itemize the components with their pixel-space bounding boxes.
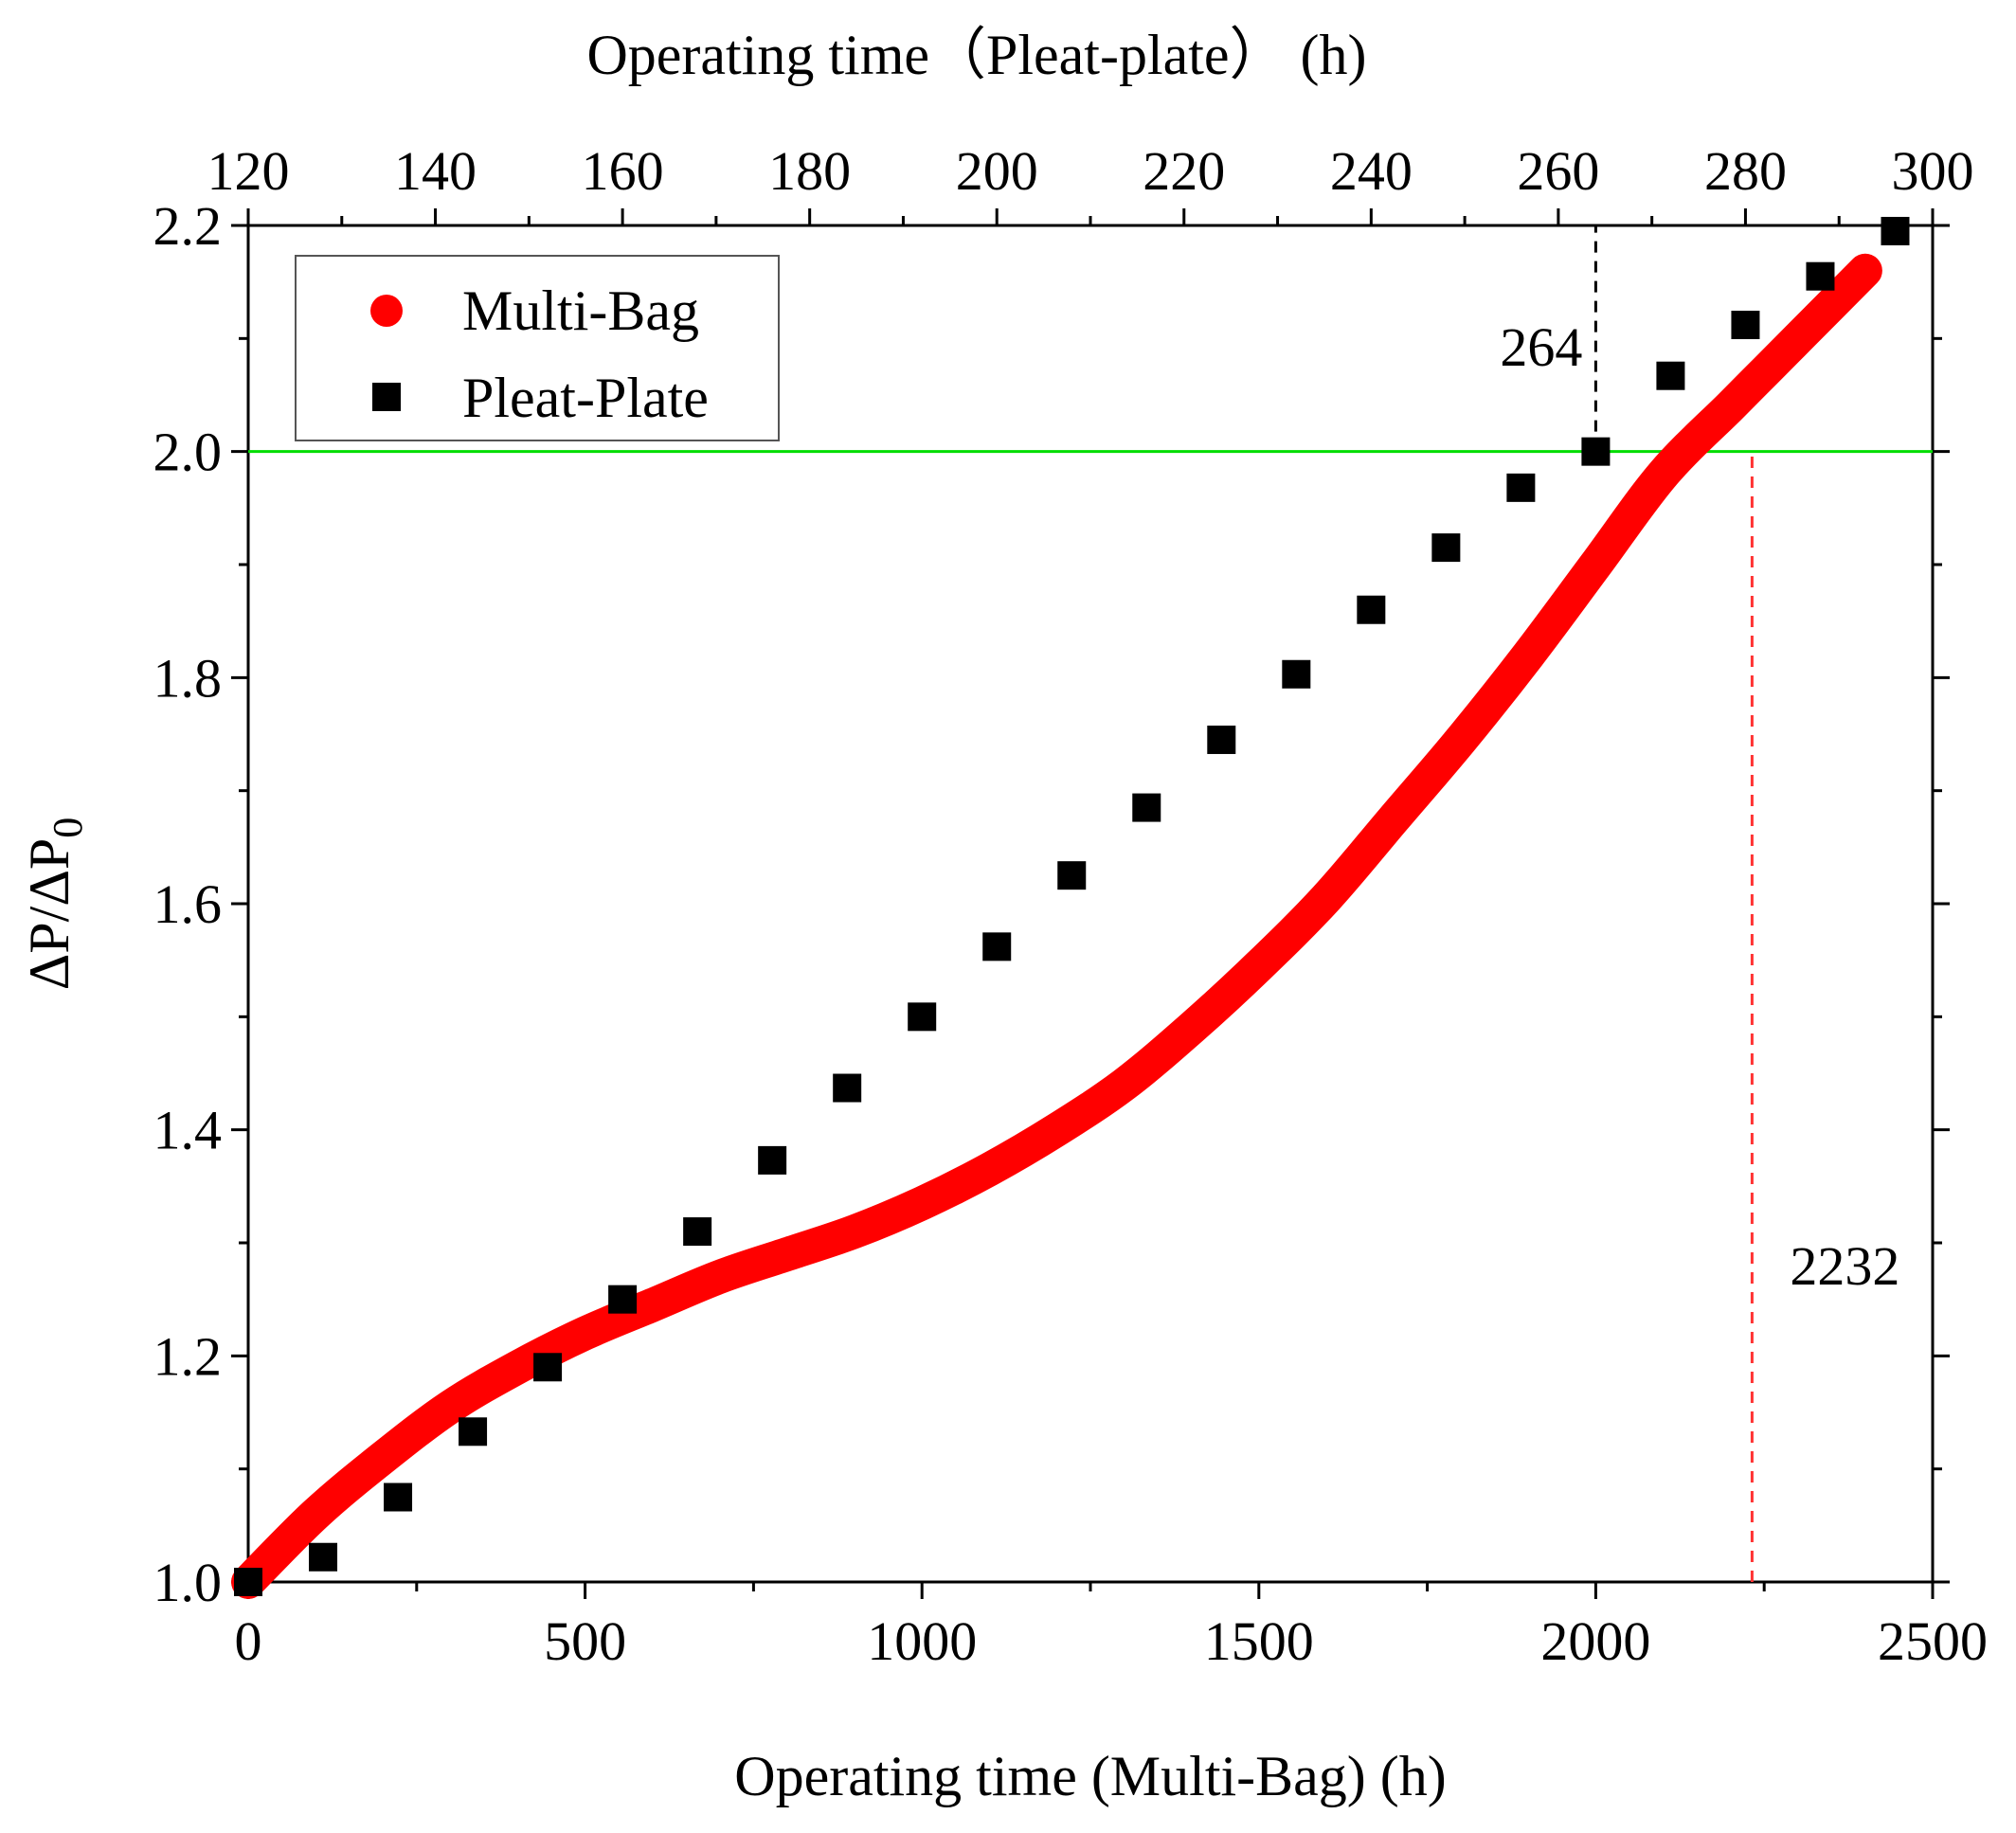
y-tick-label: 2.0 <box>153 422 223 483</box>
annotation-2232: 2232 <box>1790 1235 1899 1297</box>
x-axis-top-title: Operating time（Pleat-plate） (h) <box>586 24 1366 86</box>
y-tick-label: 1.4 <box>153 1100 223 1161</box>
y-tick-label: 1.0 <box>153 1552 223 1613</box>
pleat-plate-point <box>758 1145 787 1175</box>
legend: Multi-Bag Pleat-Plate <box>295 255 780 441</box>
x-top-tick-label: 220 <box>1143 140 1225 202</box>
y-axis-title-subscript: 0 <box>45 818 91 838</box>
pleat-plate-point <box>1357 595 1386 624</box>
x-top-tick-label: 300 <box>1892 140 1974 202</box>
x-top-tick-label: 200 <box>956 140 1038 202</box>
pleat-plate-point <box>1132 793 1161 822</box>
x-bottom-tick-label: 1500 <box>1204 1610 1314 1672</box>
pleat-plate-point <box>1656 361 1685 390</box>
pleat-plate-point <box>1806 261 1835 291</box>
x-top-tick-label: 120 <box>207 140 290 202</box>
x-bottom-tick-label: 2000 <box>1540 1610 1650 1672</box>
y-axis-title-main: ΔP/ΔP <box>18 838 81 991</box>
x-top-tick-label: 160 <box>582 140 664 202</box>
pleat-plate-point <box>1506 473 1536 502</box>
y-tick-label: 1.6 <box>153 873 223 935</box>
pleat-plate-point <box>1207 725 1236 754</box>
pleat-plate-point <box>533 1353 563 1382</box>
pleat-plate-point <box>384 1483 413 1512</box>
x-top-tick-label: 140 <box>394 140 477 202</box>
pleat-plate-point <box>234 1568 262 1596</box>
x-top-tick-label: 240 <box>1330 140 1413 202</box>
reference-lines <box>248 225 1933 1582</box>
x-top-tick-label: 280 <box>1704 140 1787 202</box>
pleat-plate-point <box>309 1542 338 1572</box>
x-bottom-tick-label: 0 <box>235 1610 262 1672</box>
y-tick-label: 1.8 <box>153 647 223 709</box>
x-axis-top-ticks: 120 140 160 180 200 220 240 260 280 300 <box>207 140 1974 225</box>
legend-label-pleat-plate: Pleat-Plate <box>462 367 709 429</box>
pleat-plate-point <box>1581 437 1611 466</box>
pleat-plate-point <box>608 1285 638 1314</box>
y-axis-ticks: 1.0 1.2 1.4 1.6 1.8 2.0 2.2 <box>153 195 1950 1613</box>
x-bottom-tick-label: 1000 <box>867 1610 977 1672</box>
pleat-plate-point <box>1881 216 1910 245</box>
x-bottom-tick-label: 2500 <box>1878 1610 1988 1672</box>
pleat-plate-point <box>982 932 1012 961</box>
legend-label-multi-bag: Multi-Bag <box>462 279 699 342</box>
pleat-plate-point <box>683 1217 712 1247</box>
pleat-plate-point <box>459 1417 488 1447</box>
pleat-plate-point <box>908 1002 937 1032</box>
legend-marker-pleat-plate <box>372 383 401 411</box>
y-axis-title: ΔP/ΔP0 <box>18 818 91 991</box>
pleat-plate-point <box>1282 659 1311 689</box>
x-top-tick-label: 180 <box>768 140 851 202</box>
x-axis-bottom-title: Operating time (Multi-Bag) (h) <box>734 1745 1446 1807</box>
series-pleat-plate <box>234 216 1910 1596</box>
x-bottom-tick-label: 500 <box>544 1610 626 1672</box>
legend-marker-multi-bag <box>370 295 403 327</box>
x-top-tick-label: 260 <box>1517 140 1599 202</box>
x-axis-bottom-ticks: 0 500 1000 1500 2000 2500 <box>235 1582 1988 1672</box>
multi-bag-curve <box>231 253 1882 1599</box>
y-tick-label: 2.2 <box>153 195 223 257</box>
annotation-264: 264 <box>1500 316 1582 378</box>
y-tick-label: 1.2 <box>153 1325 223 1387</box>
series-multi-bag <box>231 253 1882 1599</box>
pleat-plate-point <box>1431 533 1461 563</box>
pleat-plate-point <box>1057 861 1087 890</box>
pleat-plate-point <box>1731 311 1760 340</box>
pleat-plate-point <box>833 1073 862 1103</box>
